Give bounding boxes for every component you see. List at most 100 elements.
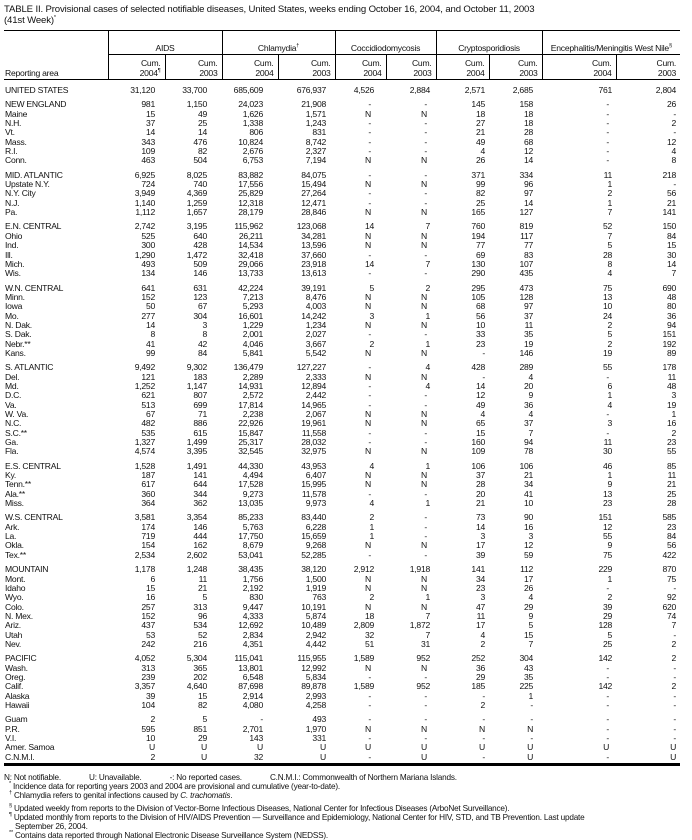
table-row: C.N.M.I. 2 U 32 U - U - U - U bbox=[4, 752, 681, 767]
value-cell: 11 bbox=[667, 371, 677, 382]
footnote-mark: ¶ bbox=[157, 67, 161, 74]
value-cell: 13,801 bbox=[238, 662, 263, 673]
reporting-area-cell: Wis. bbox=[5, 268, 21, 279]
value-cell: 56 bbox=[666, 540, 677, 551]
value-cell: 49 bbox=[197, 108, 207, 119]
group-header: AIDS bbox=[107, 30, 222, 55]
value-cell: 106 bbox=[519, 460, 534, 471]
value-cell: 2,804 bbox=[655, 85, 677, 95]
group-header-label: AIDS bbox=[155, 42, 175, 53]
value-cell: 7 bbox=[607, 230, 613, 241]
value-cell: 1,589 bbox=[353, 653, 375, 664]
value-cell: 5,542 bbox=[305, 347, 327, 358]
table-row: Va. 513 699 17,814 14,965 - - 49 36 4 19 bbox=[4, 400, 680, 410]
value-cell: 59 bbox=[523, 549, 534, 560]
value-cell: 4 bbox=[528, 409, 534, 419]
value-cell: - bbox=[424, 488, 428, 499]
value-cell: 25 bbox=[475, 197, 486, 208]
value-cell: - bbox=[606, 427, 610, 438]
table-row: Pa. 1,112 1,657 28,179 28,846 N N 165 127 7 141 bbox=[4, 207, 680, 218]
value-cell: 6,753 bbox=[242, 155, 264, 166]
value-cell: 13,733 bbox=[238, 268, 263, 279]
value-cell: 5 bbox=[202, 714, 207, 725]
column-header-line-2: 2003 bbox=[519, 67, 538, 78]
value-cell: 5 bbox=[607, 629, 613, 640]
value-cell: 115,955 bbox=[297, 653, 327, 664]
value-cell: 2,534 bbox=[134, 549, 156, 560]
reporting-area-cell: Ind. bbox=[5, 240, 19, 251]
value-cell: N bbox=[527, 723, 534, 734]
value-cell: 1,259 bbox=[186, 197, 208, 208]
value-cell: N bbox=[365, 409, 372, 419]
value-cell: 21 bbox=[475, 127, 486, 138]
value-cell: 831 bbox=[312, 127, 327, 138]
value-cell: U bbox=[479, 742, 486, 753]
value-cell: 807 bbox=[193, 390, 207, 401]
table-row: Nev. 242 216 4,351 4,442 51 31 2 7 25 2 bbox=[4, 638, 680, 649]
table-row: Tex.** 2,534 2,602 53,041 52,285 - - 39 59 75 422 bbox=[4, 549, 680, 560]
reporting-area-header: Reporting area bbox=[4, 54, 108, 80]
reporting-area-cell: Guam bbox=[5, 714, 28, 725]
table-row: S. Dak. 8 8 2,001 2,027 - - 33 35 5 151 bbox=[4, 329, 680, 339]
value-cell: - bbox=[368, 488, 372, 499]
value-cell: 676,937 bbox=[296, 85, 327, 95]
value-cell: 615 bbox=[193, 427, 207, 438]
table-row: Kans. 99 84 5,841 5,542 N N - 146 19 89 bbox=[4, 347, 680, 358]
value-cell: 34 bbox=[475, 573, 486, 584]
value-cell: 41 bbox=[523, 488, 534, 499]
footnote-2: † Chlamydia refers to genital infections… bbox=[9, 790, 233, 801]
value-cell: 41 bbox=[145, 338, 155, 349]
value-cell: 13 bbox=[602, 488, 613, 499]
value-cell: - bbox=[606, 99, 610, 110]
value-cell: 27 bbox=[475, 118, 486, 129]
value-cell: 18 bbox=[364, 610, 375, 621]
value-cell: - bbox=[424, 521, 428, 532]
value-cell: 7 bbox=[425, 258, 431, 269]
footnote-4: ¶ Updated monthly from reports to the Di… bbox=[9, 811, 585, 822]
value-cell: 16 bbox=[666, 418, 677, 429]
value-cell: - bbox=[606, 108, 610, 119]
reporting-area-cell: N.C. bbox=[5, 418, 22, 429]
value-cell: 83,440 bbox=[301, 512, 327, 523]
value-cell: 99 bbox=[475, 179, 486, 190]
value-cell: 14 bbox=[364, 258, 375, 269]
value-cell: - bbox=[368, 362, 372, 373]
value-cell: - bbox=[673, 108, 677, 119]
column-header-line-1: Cum. bbox=[464, 58, 485, 69]
value-cell: U bbox=[527, 742, 534, 753]
value-cell: - bbox=[482, 371, 486, 382]
value-cell: 1,626 bbox=[242, 108, 264, 119]
value-cell: - bbox=[424, 127, 428, 138]
legend-n: N: Not notifiable. bbox=[4, 773, 61, 782]
value-cell: 2,685 bbox=[512, 85, 534, 95]
reporting-area-cell: W.S. CENTRAL bbox=[5, 512, 63, 523]
column-header-line-2: 2004 bbox=[593, 67, 612, 78]
value-cell: 187 bbox=[141, 470, 155, 481]
value-cell: 473 bbox=[519, 282, 534, 293]
value-cell: N bbox=[421, 418, 428, 429]
value-cell: 4 bbox=[425, 380, 431, 391]
value-cell: 6,548 bbox=[242, 671, 264, 682]
value-cell: 5 bbox=[528, 620, 534, 631]
value-cell: 165 bbox=[471, 207, 486, 218]
value-cell: 644 bbox=[193, 479, 207, 490]
footnote-3: § Updated weekly from reports to the Div… bbox=[9, 802, 510, 813]
value-cell: 534 bbox=[193, 620, 207, 631]
value-cell: 362 bbox=[193, 498, 207, 509]
value-cell: N bbox=[421, 319, 428, 330]
value-cell: 23 bbox=[475, 582, 486, 593]
value-cell: - bbox=[606, 690, 610, 701]
value-cell: 25 bbox=[666, 488, 677, 499]
value-cell: 2 bbox=[607, 319, 613, 330]
value-cell: 3,949 bbox=[134, 188, 156, 199]
value-cell: 3 bbox=[480, 531, 486, 542]
value-cell: 1,140 bbox=[134, 197, 156, 208]
table-row: Mass. 343 476 10,824 8,742 - - 49 68 - 12 bbox=[4, 137, 680, 147]
value-cell: 7 bbox=[425, 221, 431, 232]
reporting-area-cell: Nev. bbox=[5, 638, 22, 649]
value-cell: 4,640 bbox=[186, 681, 208, 692]
value-cell: 48 bbox=[666, 291, 677, 302]
value-cell: 12,992 bbox=[301, 662, 327, 673]
value-cell: 719 bbox=[141, 531, 155, 542]
value-cell: N bbox=[421, 108, 428, 119]
